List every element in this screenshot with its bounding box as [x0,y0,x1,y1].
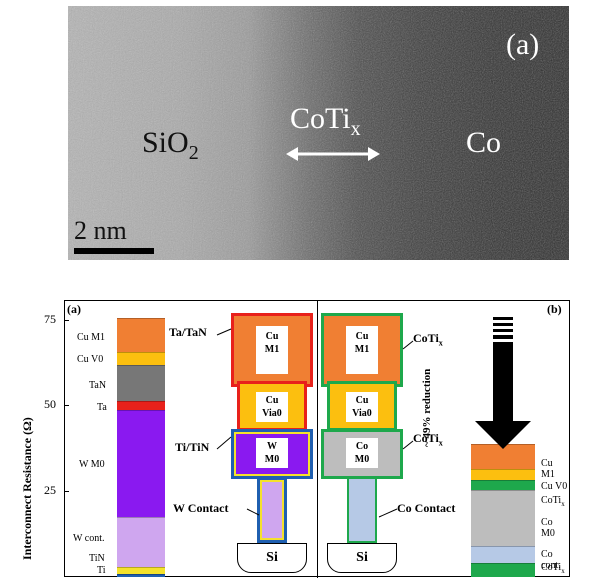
tem-co-label: Co [466,126,502,159]
right-pointer-lines [378,340,414,518]
y-axis-label: Interconnect Resistance (Ω) [20,417,34,560]
left-cu-via0: Cu Via0 [237,381,307,431]
bar-a-segment-2 [117,517,165,567]
bar-b-label-cum1: Cu M1 [541,458,555,480]
bar-a-segment-1 [117,566,165,574]
bar-b-segment-0 [471,563,535,577]
left-cu-m1: Cu M1 [231,313,313,387]
bar-a-segment-3 [117,409,165,518]
bar-b-segment-4 [471,469,535,480]
bar-b-label-cotix2: CoTix [541,562,565,575]
bar-a-segment-4 [117,401,165,410]
bar-a-label-tan: TaN [89,380,107,391]
panel-a-label: (a) [67,302,81,316]
left-w-contact [257,477,287,543]
bar-b-segment-1 [471,546,535,564]
bar-a-label-ti: Ti [97,565,106,576]
left-si: Si [237,543,307,573]
double-arrow-icon [286,147,380,161]
bar-b-label-cuv0: Cu V0 [541,481,568,492]
y-tick-label: 25 [44,482,56,497]
bar-a-segment-7 [117,317,165,352]
y-tick-label: 50 [44,397,56,412]
bar-a-segment-5 [117,365,165,402]
bar-b-label-cotix: CoTix [541,495,565,508]
y-tick-mark [64,320,69,321]
bar-a-label-wcont: W cont. [73,533,105,544]
right-si: Si [327,543,397,573]
right-co-m0: Co M0 [321,429,403,479]
tem-sio2-label: SiO2 [142,126,199,164]
bar-a-segment-0 [117,573,165,577]
right-co-contact [347,477,377,543]
tem-noise [68,6,569,260]
bar-a-label-ta: Ta [97,402,107,413]
reduction-arrow-icon [475,317,531,449]
bar-b-segment-2 [471,489,535,547]
ann-ti-tin: Ti/TiN [175,440,210,454]
bar-a-label-cum1: Cu M1 [77,332,106,343]
scale-bar-label: 2 nm [74,216,127,245]
panel-b-label: (b) [547,302,562,316]
ann-ta-tan: Ta/TaN [169,325,207,339]
bar-b-label-cocont: Co cont. [541,549,561,571]
panel-divider [317,301,318,578]
scale-bar [74,248,154,254]
tem-cotix-label: CoTix [290,102,361,140]
resistance-figure: (a) (b) Cu M1 Cu V0 TaN Ta W M0 W cont. … [64,300,570,578]
y-tick-mark [64,490,69,492]
ann-cotix-2: CoTix [413,431,443,448]
right-cu-via0: Cu Via0 [327,381,397,431]
bar-a-label-wm0: W M0 [79,459,105,470]
stacked-bar-a [117,301,165,578]
ann-co-contact: Co Contact [397,501,456,515]
bar-a-label-tin: TiN [89,553,105,564]
bar-a-segment-6 [117,351,165,366]
left-pointer-lines [216,328,260,516]
y-tick-mark [64,405,69,407]
bar-a-label-cuv0: Cu V0 [77,354,104,365]
bar-b-label-com0: Co M0 [541,517,555,539]
y-tick-label: 75 [44,312,56,326]
tem-image: (a) SiO2 CoTix Co 2 nm [68,6,569,260]
ann-cotix-1: CoTix [413,331,443,348]
ann-w-contact: W Contact [173,501,229,515]
bar-b-segment-3 [471,479,535,490]
tem-panel-label: (a) [506,28,540,61]
